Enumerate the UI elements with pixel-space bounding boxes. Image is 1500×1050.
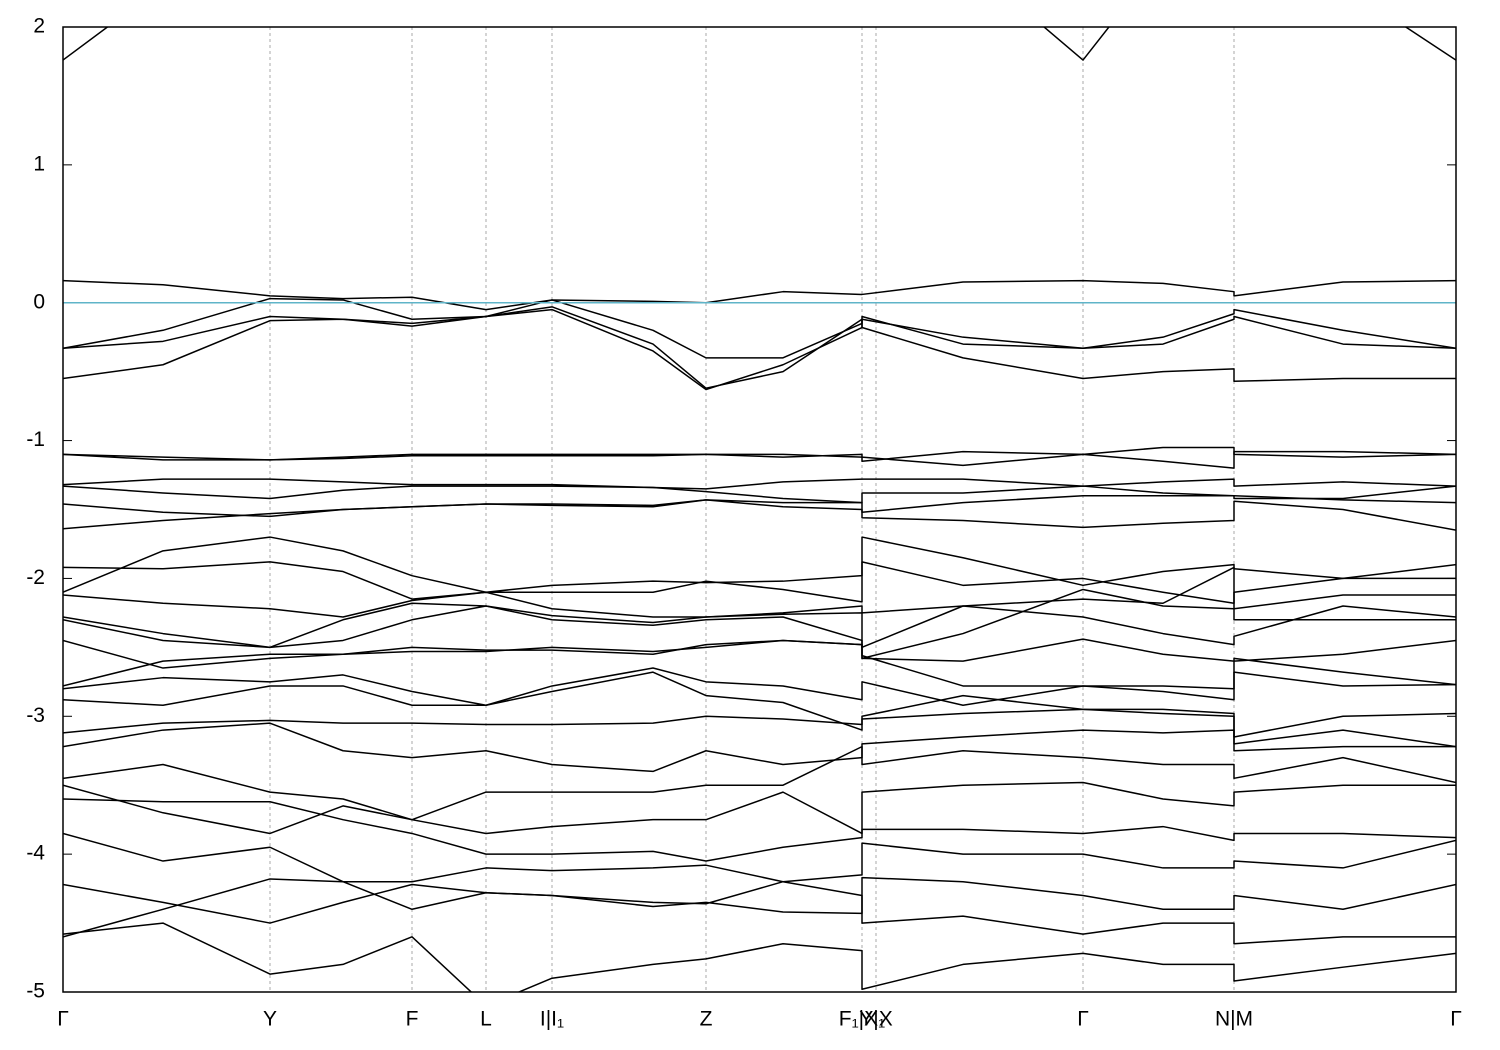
y-tick-label: 2 bbox=[33, 15, 45, 38]
y-tick-label: -2 bbox=[26, 566, 45, 589]
band-line bbox=[63, 446, 1456, 462]
band-line bbox=[63, 536, 1456, 593]
band-line bbox=[63, 450, 1456, 469]
x-tick-label: Γ bbox=[57, 1008, 69, 1031]
x-tick-label: N|M bbox=[1215, 1008, 1253, 1031]
x-tick-label: Γ bbox=[1077, 1008, 1089, 1031]
y-tick-label: -1 bbox=[26, 428, 45, 451]
y-tick-label: -3 bbox=[26, 704, 45, 727]
x-tick-label: Γ bbox=[1450, 1008, 1462, 1031]
x-tick-label: Z bbox=[700, 1008, 713, 1031]
x-tick-label: F bbox=[406, 1008, 419, 1031]
band-line bbox=[63, 745, 1456, 821]
band-line bbox=[63, 566, 1456, 618]
band-line bbox=[63, 279, 1456, 311]
band-line bbox=[63, 588, 1456, 660]
y-tick-label: 0 bbox=[33, 290, 45, 313]
band-line bbox=[63, 781, 1456, 835]
y-tick-label: 1 bbox=[33, 152, 45, 175]
x-tick-label: I|I₁ bbox=[540, 1008, 564, 1031]
band-line bbox=[63, 602, 1456, 649]
x-tick-label: F₁|X₁ bbox=[839, 1008, 885, 1031]
x-tick-label: L bbox=[480, 1008, 492, 1031]
band-line bbox=[63, 308, 1456, 391]
band-line bbox=[63, 499, 1456, 531]
bands bbox=[63, 27, 1456, 992]
band-line bbox=[63, 485, 1456, 504]
band-line bbox=[63, 878, 1456, 945]
band-line bbox=[63, 798, 1456, 862]
band-line bbox=[63, 722, 1456, 773]
band-line bbox=[63, 297, 1456, 359]
y-tick-label: -4 bbox=[26, 842, 45, 865]
band-line bbox=[63, 478, 1456, 490]
plot-frame bbox=[62, 26, 1457, 993]
x-tick-label: Y|X bbox=[859, 1008, 892, 1031]
band-line bbox=[63, 306, 1456, 389]
band-line bbox=[63, 876, 1456, 924]
band-line bbox=[63, 922, 1456, 992]
band-line bbox=[63, 27, 1456, 61]
y-tick-label: -5 bbox=[26, 980, 45, 1003]
x-tick-label: Y bbox=[263, 1008, 277, 1031]
band-line bbox=[63, 708, 1456, 748]
band-line bbox=[63, 561, 1456, 604]
band-line bbox=[63, 832, 1456, 883]
band-line bbox=[63, 667, 1456, 707]
